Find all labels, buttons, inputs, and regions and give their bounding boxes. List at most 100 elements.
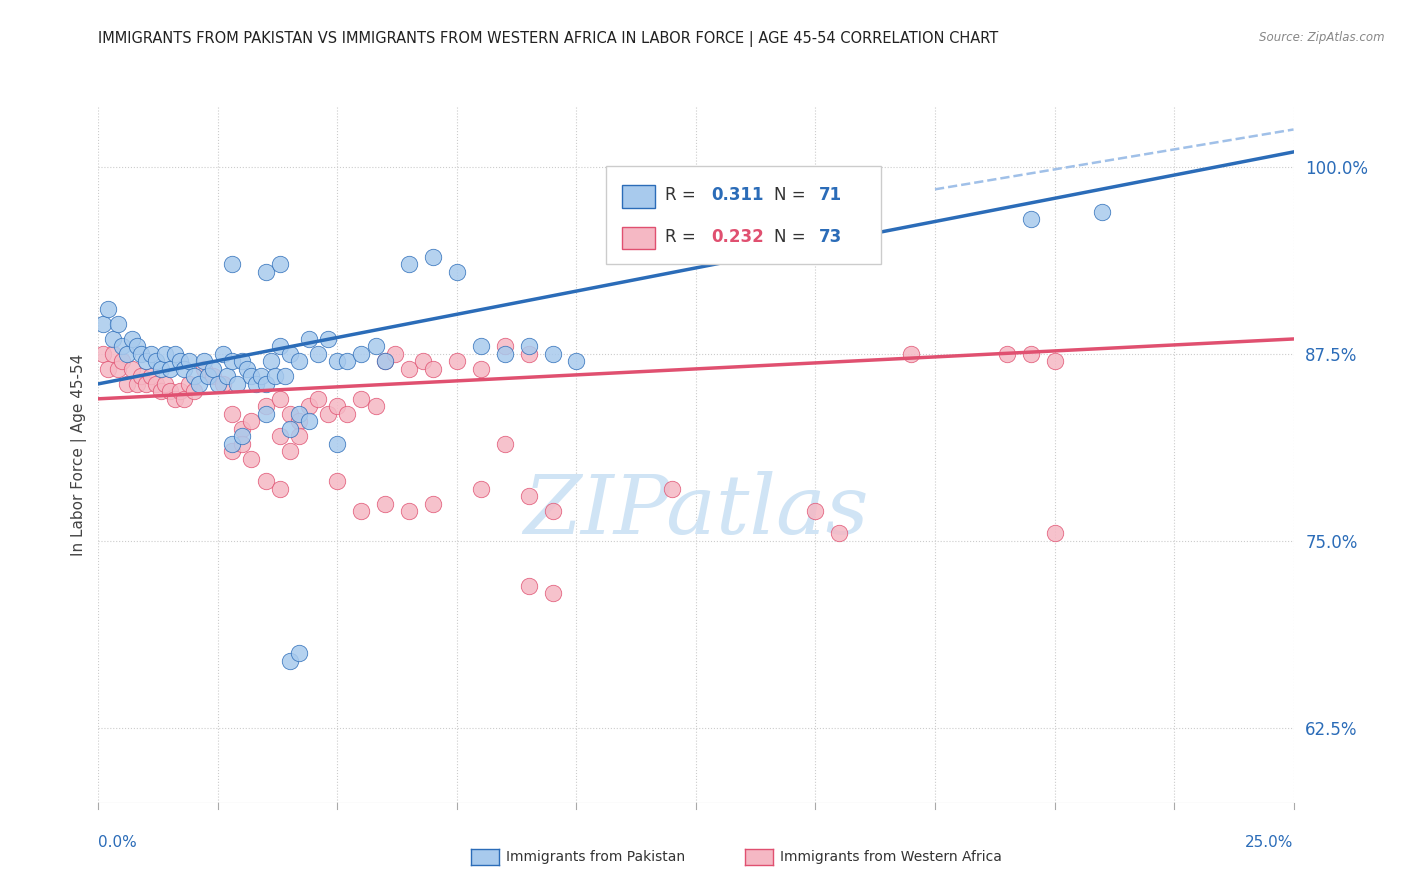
- Point: [91, 347, 114, 361]
- Point: [231, 429, 253, 443]
- Text: R =: R =: [665, 227, 702, 245]
- Point: [159, 384, 181, 399]
- Point: [565, 354, 588, 368]
- Point: [364, 399, 387, 413]
- Point: [183, 369, 205, 384]
- Point: [336, 354, 359, 368]
- Point: [398, 362, 420, 376]
- Point: [326, 354, 349, 368]
- Point: [221, 354, 243, 368]
- Point: [269, 257, 291, 271]
- Point: [316, 407, 339, 421]
- Point: [269, 482, 291, 496]
- Point: [541, 347, 564, 361]
- Point: [131, 347, 153, 361]
- Point: [269, 392, 291, 406]
- Point: [259, 354, 281, 368]
- Text: Immigrants from Western Africa: Immigrants from Western Africa: [780, 850, 1002, 864]
- Point: [240, 414, 263, 428]
- Point: [231, 354, 253, 368]
- Point: [155, 347, 177, 361]
- Text: 73: 73: [820, 227, 842, 245]
- Point: [250, 369, 273, 384]
- Point: [288, 414, 311, 428]
- Point: [288, 354, 311, 368]
- Point: [169, 384, 191, 399]
- Text: 0.0%: 0.0%: [98, 836, 138, 850]
- Point: [107, 362, 129, 376]
- Point: [101, 332, 124, 346]
- Text: IMMIGRANTS FROM PAKISTAN VS IMMIGRANTS FROM WESTERN AFRICA IN LABOR FORCE | AGE : IMMIGRANTS FROM PAKISTAN VS IMMIGRANTS F…: [98, 31, 998, 47]
- Point: [278, 654, 301, 668]
- Point: [541, 586, 564, 600]
- Point: [288, 646, 311, 660]
- Point: [336, 407, 359, 421]
- Text: Source: ZipAtlas.com: Source: ZipAtlas.com: [1260, 31, 1385, 45]
- Point: [101, 347, 124, 361]
- Point: [517, 347, 540, 361]
- Point: [374, 497, 396, 511]
- Point: [517, 579, 540, 593]
- Point: [288, 407, 311, 421]
- Text: N =: N =: [773, 227, 810, 245]
- Point: [135, 376, 157, 391]
- Point: [278, 407, 301, 421]
- Point: [254, 376, 277, 391]
- Point: [307, 392, 329, 406]
- Point: [446, 354, 468, 368]
- Point: [278, 347, 301, 361]
- Point: [231, 436, 253, 450]
- Point: [163, 392, 186, 406]
- Point: [135, 354, 157, 368]
- Point: [183, 384, 205, 399]
- Point: [1019, 212, 1042, 227]
- Point: [149, 362, 172, 376]
- Point: [446, 265, 468, 279]
- Point: [661, 482, 683, 496]
- Point: [541, 504, 564, 518]
- Point: [193, 354, 215, 368]
- Point: [211, 376, 233, 391]
- Text: Immigrants from Pakistan: Immigrants from Pakistan: [506, 850, 685, 864]
- Text: ZIPatlas: ZIPatlas: [523, 471, 869, 550]
- Point: [1019, 347, 1042, 361]
- Point: [221, 257, 243, 271]
- Point: [197, 369, 219, 384]
- Point: [326, 474, 349, 488]
- Point: [202, 369, 225, 384]
- Point: [517, 339, 540, 353]
- Point: [193, 362, 215, 376]
- Point: [278, 422, 301, 436]
- Point: [298, 399, 321, 413]
- Point: [139, 347, 162, 361]
- FancyBboxPatch shape: [621, 227, 655, 249]
- Point: [804, 504, 827, 518]
- Point: [221, 436, 243, 450]
- Point: [163, 347, 186, 361]
- Point: [278, 444, 301, 458]
- Point: [995, 347, 1018, 361]
- Point: [350, 392, 373, 406]
- Point: [254, 399, 277, 413]
- Point: [412, 354, 434, 368]
- Point: [398, 504, 420, 518]
- Point: [517, 489, 540, 503]
- Point: [1043, 526, 1066, 541]
- Point: [121, 332, 143, 346]
- Point: [264, 369, 287, 384]
- Point: [307, 347, 329, 361]
- Point: [169, 354, 191, 368]
- Point: [254, 407, 277, 421]
- Point: [115, 347, 138, 361]
- Point: [364, 339, 387, 353]
- Point: [269, 429, 291, 443]
- Text: N =: N =: [773, 186, 810, 204]
- Point: [254, 474, 277, 488]
- Point: [350, 504, 373, 518]
- Point: [231, 422, 253, 436]
- Point: [384, 347, 406, 361]
- Point: [125, 376, 148, 391]
- Point: [422, 497, 444, 511]
- Text: 0.311: 0.311: [711, 186, 763, 204]
- Point: [107, 317, 129, 331]
